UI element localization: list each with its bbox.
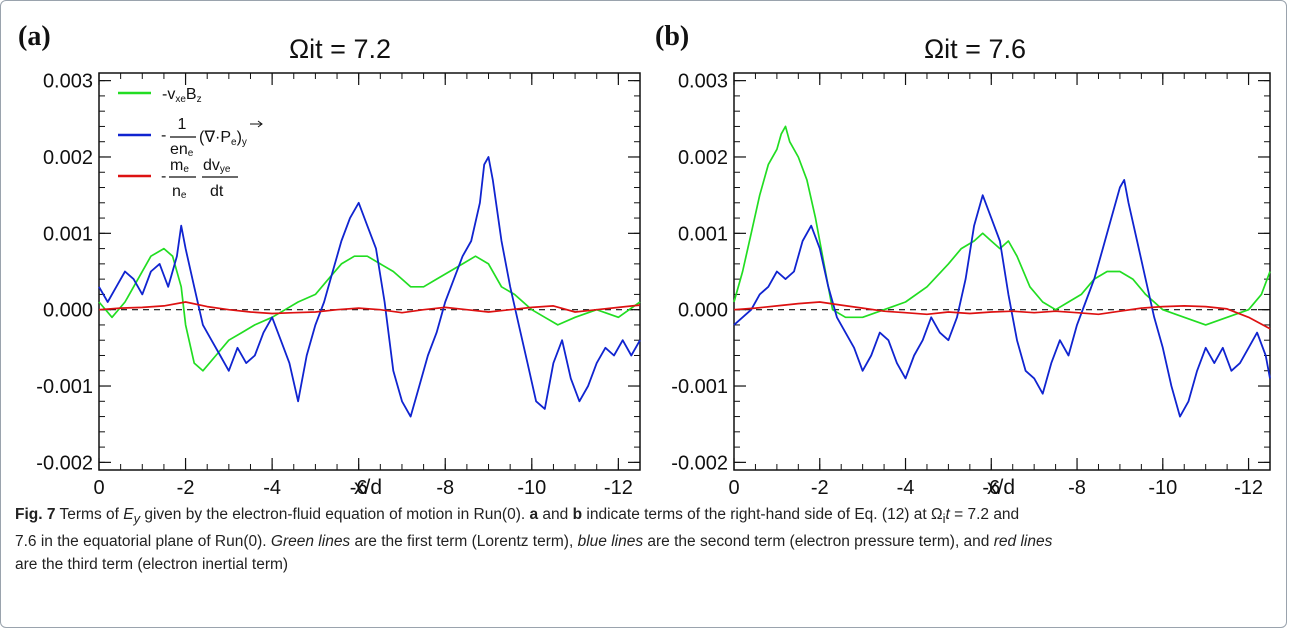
y-tick-label: 0.000 (43, 300, 93, 322)
caption-red: red lines (993, 533, 1053, 551)
caption-text: Terms of (55, 506, 124, 523)
x-tick-label: -10 (1148, 477, 1177, 499)
series-inertial-line (733, 301, 1271, 330)
y-tick-label: 0.003 (43, 71, 93, 93)
axes-box (733, 72, 1271, 471)
caption-text: = 7.2 and (949, 506, 1020, 523)
x-tick-label: -12 (604, 477, 633, 499)
caption-blue: blue lines (577, 533, 644, 551)
legend-denominator-dt: dt (210, 183, 224, 200)
legend-denominator-pressure: ene (170, 141, 194, 159)
caption-ey-sub: y (133, 511, 141, 527)
caption-t: t (945, 506, 950, 523)
series-pressure-line (98, 156, 641, 418)
legend-item-inertial: - me ne dvye dt (118, 157, 238, 201)
panel-title-b: Ωit = 7.6 (924, 34, 1026, 64)
plot-area-a: 0 -2 -4 -6 -8 -10 -12 0.003 0.002 0.001 0.000 -0.00… (36, 71, 641, 499)
legend: -vxeBz - 1 ene (∇·Pe)y - me ne dvye dt (118, 86, 263, 201)
y-tick-label: -0.001 (671, 376, 728, 398)
y-tick-label: 0.003 (678, 71, 728, 93)
caption-text: are the third term (electron inertial te… (15, 556, 289, 574)
legend-numerator-me: me (170, 157, 189, 175)
caption-fig-label: Fig. 7 (15, 506, 56, 523)
legend-tail-pressure: (∇·Pe)y (199, 129, 247, 148)
x-tick-label: -4 (897, 477, 915, 499)
panel-title-a: Ωit = 7.2 (289, 34, 391, 64)
x-tick-label: -8 (1068, 477, 1086, 499)
y-tick-label: -0.002 (36, 452, 93, 474)
panel-label-b: (b) (655, 21, 689, 52)
x-tick-label: 0 (93, 477, 104, 499)
y-tick-label: -0.001 (36, 376, 93, 398)
x-tick-label: -4 (263, 477, 281, 499)
y-tick-label: 0.000 (678, 300, 728, 322)
series-inertial-line (98, 301, 641, 315)
x-axis-title-b: x/d (987, 476, 1015, 499)
caption-green: Green lines (270, 533, 351, 551)
legend-label-lorentz: -vxeBz (162, 86, 202, 105)
caption-text: and (538, 506, 573, 523)
legend-minus-pressure: - (161, 127, 166, 144)
caption-text: are the first term (Lorentz term), (350, 533, 578, 551)
legend-item-pressure: - 1 ene (∇·Pe)y (118, 116, 263, 159)
caption-text: given by the electron-fluid equation of … (140, 506, 530, 523)
legend-denominator-ne: ne (172, 183, 187, 201)
caption-text: are the second term (electron pressure t… (643, 533, 994, 551)
legend-item-lorentz: -vxeBz (118, 86, 202, 105)
x-tick-label: -10 (517, 477, 546, 499)
caption-text: 7.6 in the equatorial plane of Run(0). (15, 533, 271, 551)
panel-b: (b) Ωit = 7.6 x/d 0 -2 -4 -6 -8 -10 -12 0.003 0.… (655, 21, 1271, 499)
x-tick-label: -12 (1234, 477, 1263, 499)
legend-minus-inertial: - (161, 168, 166, 185)
x-tick-label: -6 (350, 477, 368, 499)
axes-box (98, 72, 641, 471)
x-tick-label: 0 (728, 477, 739, 499)
legend-numerator-dvye: dvye (203, 157, 231, 175)
panel-a: (a) Ωit = 7.2 x/d 0 -2 -4 -6 -8 -10 -12 0.003 0.… (18, 21, 641, 499)
caption-omega-sub: i (942, 511, 946, 527)
caption-ey: E (123, 506, 134, 523)
series-pressure-line (733, 178, 1271, 418)
x-tick-label: -2 (177, 477, 195, 499)
figure-canvas: (a) Ωit = 7.2 x/d 0 -2 -4 -6 -8 -10 -120.0030.… (18, 21, 1271, 499)
panel-label-a: (a) (18, 21, 51, 52)
caption-a: a (529, 506, 539, 523)
x-axis-title-a: x/d (354, 476, 382, 499)
y-tick-label: -0.002 (671, 452, 728, 474)
y-tick-label: 0.002 (43, 147, 93, 169)
y-tick-label: 0.002 (678, 147, 728, 169)
caption-b: b (572, 506, 583, 523)
x-tick-label: -2 (811, 477, 829, 499)
series-lorentz-line (98, 247, 641, 372)
figure-caption: Fig. 7 Terms of Ey given by the electron… (15, 503, 1273, 576)
y-tick-label: 0.001 (678, 223, 728, 245)
caption-text: indicate terms of the right-hand side of… (582, 506, 943, 523)
tensor-arrow-icon (250, 120, 263, 128)
y-tick-label: 0.001 (43, 223, 93, 245)
plot-area-b: 0 -2 -4 -6 -8 -10 -12 0.003 0.002 0.001 0.000 -0.00… (671, 71, 1271, 499)
series-lorentz-line (733, 125, 1271, 326)
x-tick-label: -6 (982, 477, 1000, 499)
legend-numerator-pressure: 1 (178, 116, 187, 133)
x-tick-label: -8 (436, 477, 454, 499)
